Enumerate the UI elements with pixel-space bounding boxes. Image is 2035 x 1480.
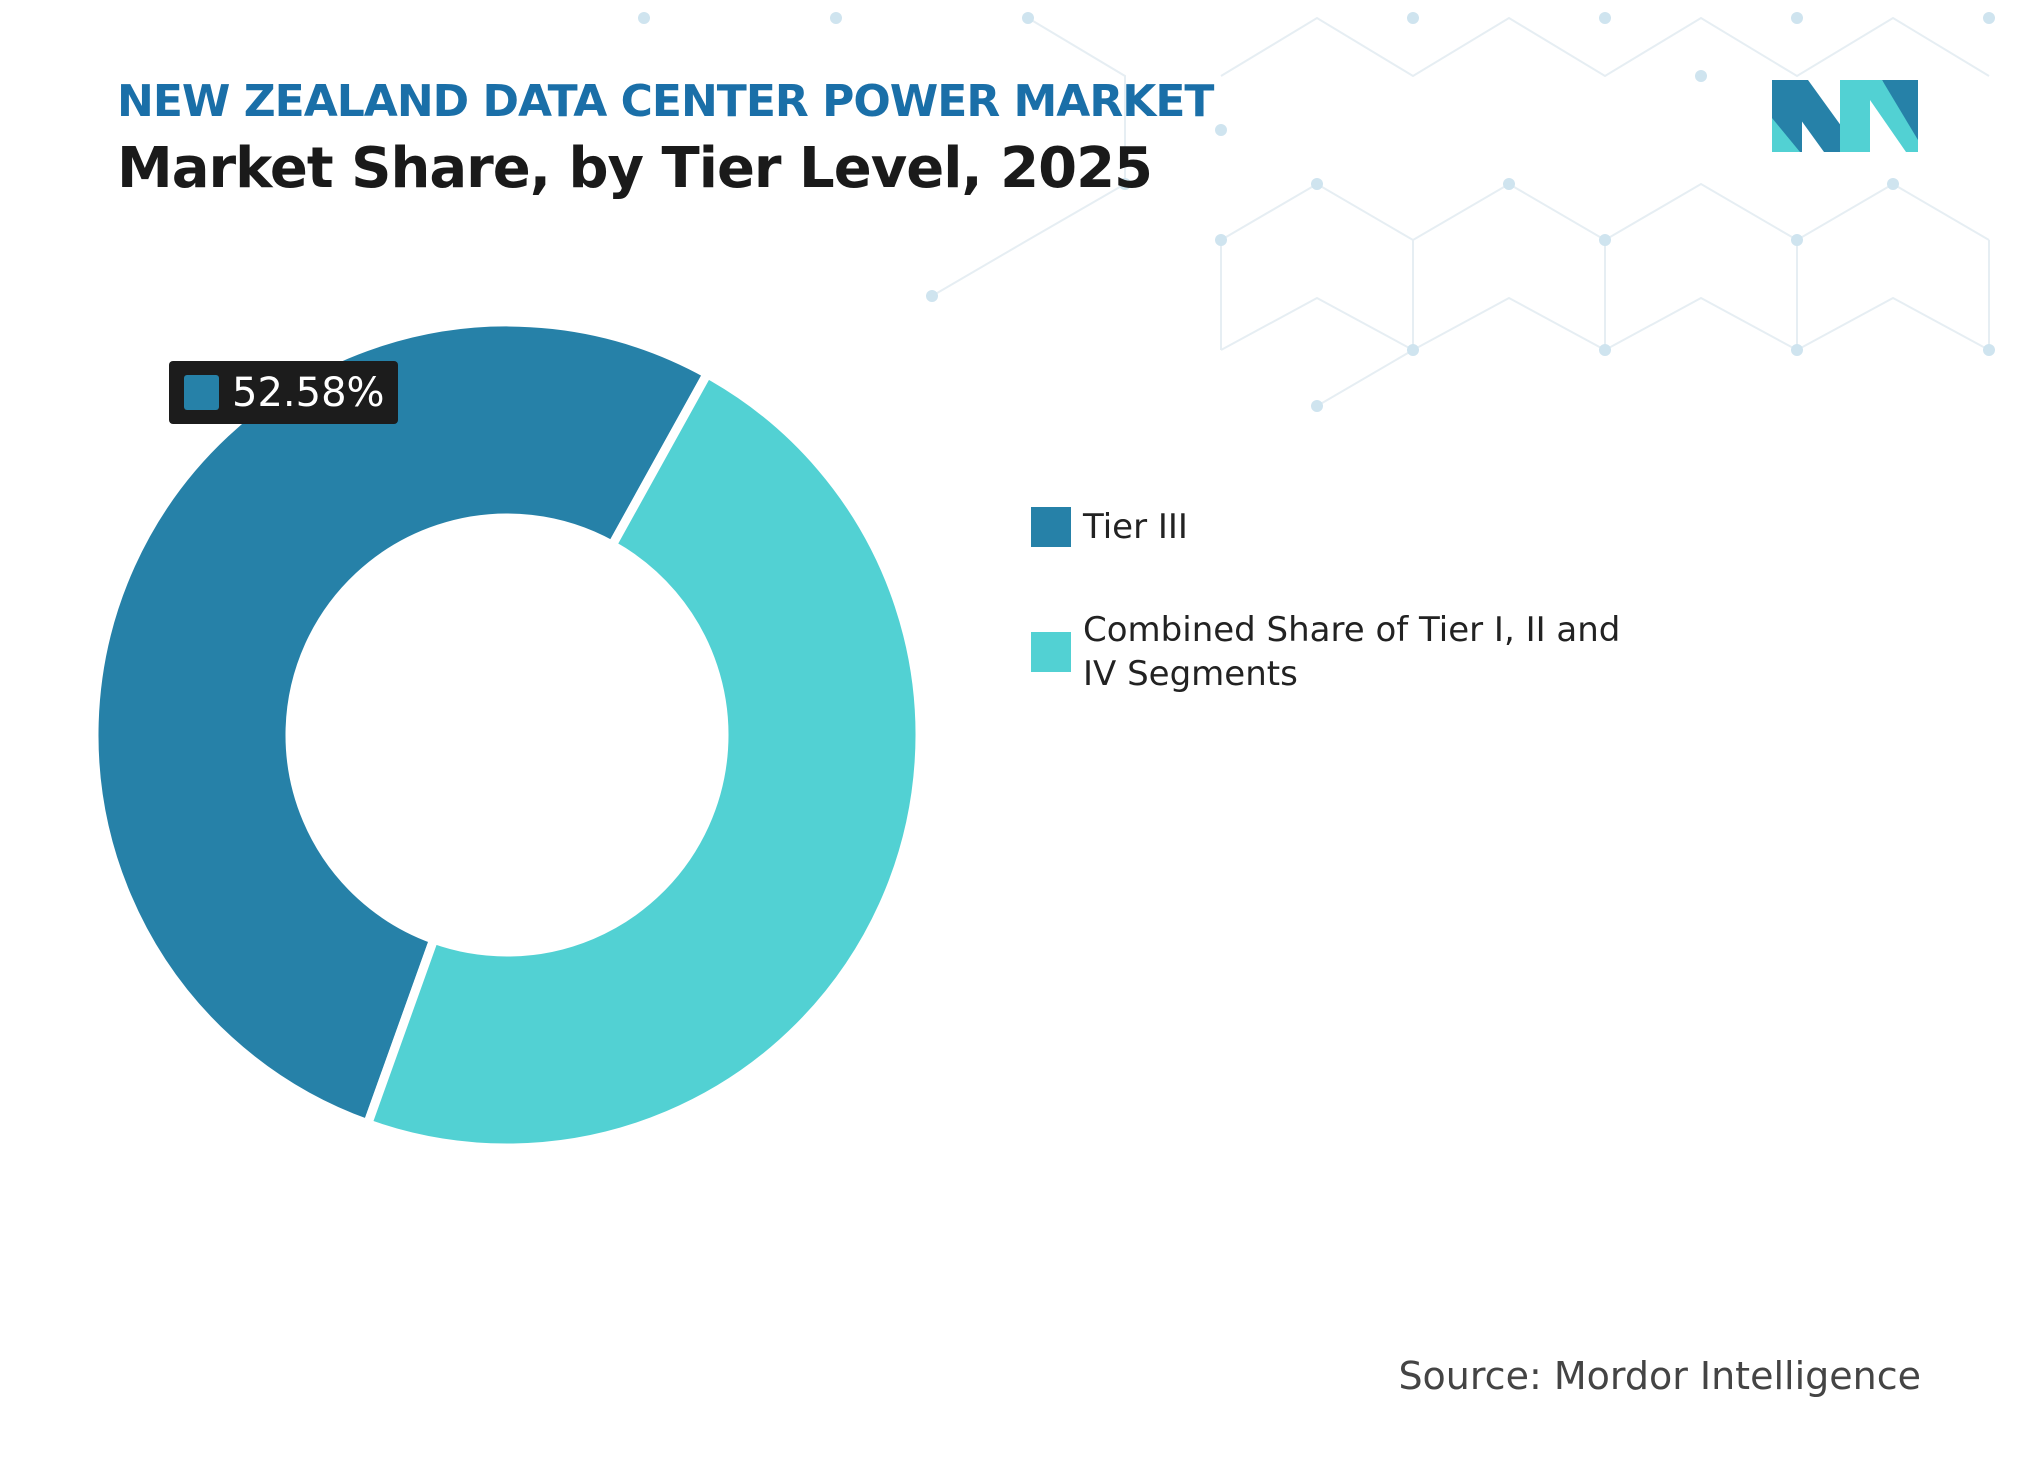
super-title: NEW ZEALAND DATA CENTER POWER MARKET xyxy=(117,76,1214,127)
legend-label: Tier III xyxy=(1083,507,1188,547)
donut-slice xyxy=(361,367,925,1153)
legend-swatch xyxy=(1031,507,1071,547)
legend-swatch xyxy=(1031,632,1071,672)
logo xyxy=(1772,80,1918,152)
donut-chart: 52.58% xyxy=(89,317,925,1153)
legend-item: Combined Share of Tier I, II and IV Segm… xyxy=(1031,608,1663,696)
network-dots xyxy=(638,12,1995,412)
legend-item: Tier III xyxy=(1031,505,1663,549)
value-label-box xyxy=(169,361,398,424)
donut-slice xyxy=(89,317,714,1130)
source: Source: Mordor Intelligence xyxy=(1398,1354,1921,1398)
value-label: 52.58% xyxy=(232,370,385,416)
chart-title: Market Share, by Tier Level, 2025 xyxy=(117,136,1153,201)
value-label-swatch xyxy=(184,375,219,410)
legend-label: Combined Share of Tier I, II and IV Segm… xyxy=(1083,610,1621,694)
